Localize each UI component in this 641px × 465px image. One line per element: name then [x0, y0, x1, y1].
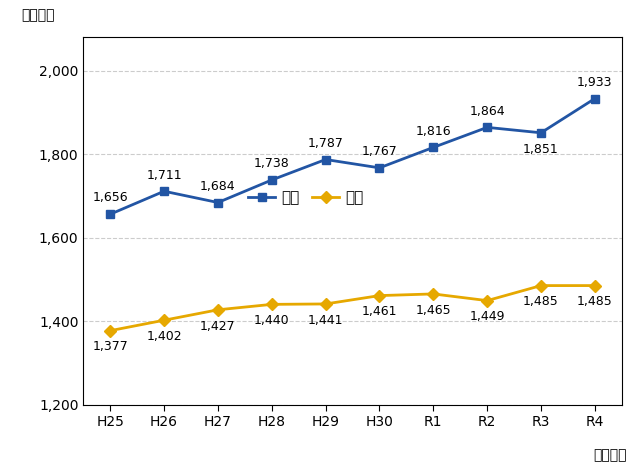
Text: 1,684: 1,684 — [200, 180, 236, 193]
Text: 1,851: 1,851 — [523, 142, 559, 155]
Text: 1,377: 1,377 — [92, 340, 128, 353]
土地 — [591, 283, 599, 288]
Text: 1,738: 1,738 — [254, 157, 290, 170]
土地 — [376, 293, 383, 299]
Text: 1,656: 1,656 — [92, 192, 128, 205]
Text: 1,440: 1,440 — [254, 314, 290, 327]
Text: 1,441: 1,441 — [308, 314, 344, 327]
土地 — [483, 298, 491, 303]
Text: 1,485: 1,485 — [577, 295, 613, 308]
家屋 — [376, 165, 383, 171]
Text: 1,864: 1,864 — [469, 105, 505, 118]
家屋 — [591, 96, 599, 101]
家屋 — [322, 157, 329, 162]
土地 — [268, 302, 276, 307]
土地 — [322, 301, 329, 307]
家屋 — [537, 130, 545, 136]
Text: 1,767: 1,767 — [362, 145, 397, 158]
Text: 1,427: 1,427 — [200, 319, 236, 332]
Text: 1,816: 1,816 — [415, 125, 451, 138]
Text: （億円）: （億円） — [21, 8, 55, 22]
Text: 1,485: 1,485 — [523, 295, 559, 308]
Text: 1,787: 1,787 — [308, 137, 344, 150]
土地 — [429, 291, 437, 297]
Text: 1,449: 1,449 — [469, 310, 505, 323]
Text: 1,933: 1,933 — [577, 76, 613, 89]
土地 — [106, 328, 114, 333]
家屋 — [214, 199, 222, 205]
Text: 1,465: 1,465 — [415, 304, 451, 317]
家屋 — [483, 125, 491, 130]
Text: 1,711: 1,711 — [146, 168, 182, 181]
Line: 土地: 土地 — [106, 281, 599, 335]
家屋 — [268, 177, 276, 183]
家屋 — [106, 212, 114, 217]
Legend: 家屋, 土地: 家屋, 土地 — [242, 185, 370, 212]
土地 — [214, 307, 222, 312]
家屋 — [429, 145, 437, 150]
Text: 1,461: 1,461 — [362, 306, 397, 319]
Line: 家屋: 家屋 — [106, 94, 599, 219]
土地 — [160, 318, 168, 323]
土地 — [537, 283, 545, 288]
家屋 — [160, 188, 168, 194]
Text: 1,402: 1,402 — [146, 330, 182, 343]
Text: （年度）: （年度） — [594, 449, 627, 463]
